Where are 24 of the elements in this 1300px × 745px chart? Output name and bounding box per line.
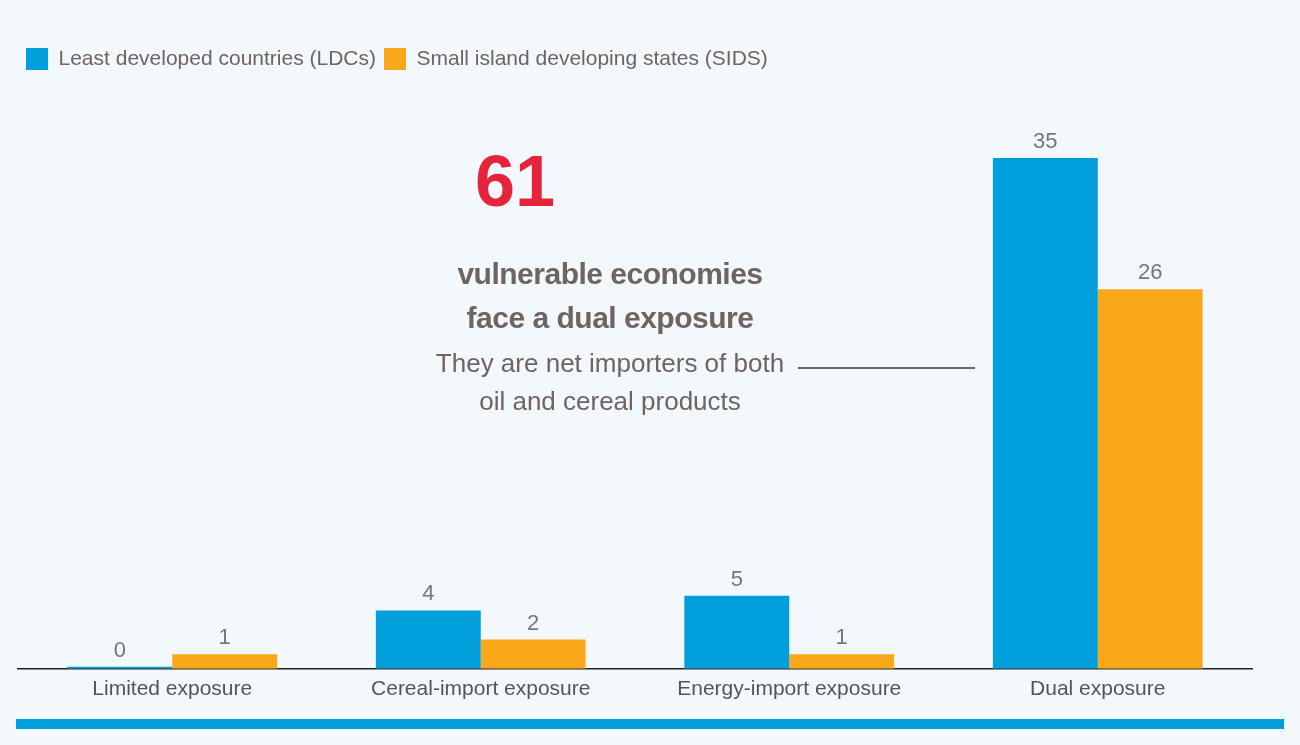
legend-label: Small island developing states (SIDS) [416,45,768,69]
bar [684,595,790,669]
bar [480,639,586,669]
x-tick-label: Cereal-import exposure [371,676,591,700]
bar [172,654,278,669]
bar [992,158,1098,669]
data-label: 35 [1033,128,1058,154]
data-label: 4 [422,580,435,606]
bar [789,654,895,669]
x-tick-label: Limited exposure [92,676,253,700]
data-label: 26 [1137,259,1163,285]
annotation: They are net importers of both oil and cereal products [434,347,786,418]
data-label: 5 [730,565,743,591]
bar [375,610,481,669]
data-label: 0 [113,636,126,662]
legend-label: Least developed countries (LDCs) [58,45,377,69]
data-label: 2 [527,609,540,635]
x-tick-label: Dual exposure [1030,676,1166,700]
bar [1097,289,1203,669]
data-label: 1 [218,624,231,650]
x-tick-label: Energy-import exposure [677,676,902,700]
annotation: vulnerable economies face a dual exposure [456,256,764,336]
data-label: 1 [835,624,848,650]
annotation: 61 [473,140,557,222]
